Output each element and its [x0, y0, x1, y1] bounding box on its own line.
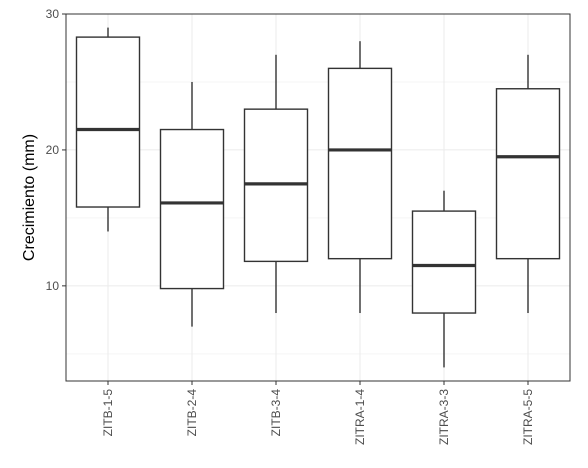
x-tick-label: ZITRA-5-5 — [521, 389, 535, 445]
box-group — [495, 54, 561, 314]
y-axis-title: Crecimiento (mm) — [21, 134, 38, 261]
box-group — [75, 27, 141, 232]
box-group — [327, 41, 393, 314]
box-group — [411, 190, 477, 368]
x-tick-label: ZITB-1-5 — [101, 389, 115, 437]
y-tick-label: 10 — [46, 279, 60, 293]
box-iqr — [159, 128, 225, 290]
box-iqr — [411, 210, 477, 314]
x-tick-label: ZITRA-3-3 — [437, 389, 451, 445]
y-axis: 10 20 30 — [46, 7, 66, 293]
box-iqr — [75, 36, 141, 208]
x-axis: ZITB-1-5 ZITB-2-4 ZITB-3-4 ZITRA-1-4 ZITRA-3… — [101, 381, 535, 445]
x-tick-label: ZITB-2-4 — [185, 389, 199, 437]
box-group — [243, 54, 309, 314]
x-tick-label: ZITB-3-4 — [269, 389, 283, 437]
box-group — [159, 81, 225, 327]
y-tick-label: 30 — [46, 7, 60, 21]
x-tick-label: ZITRA-1-4 — [353, 389, 367, 445]
box-iqr — [327, 67, 393, 260]
panel-border — [65, 13, 571, 382]
box-layer — [75, 27, 561, 368]
y-tick-label: 20 — [46, 143, 60, 157]
box-iqr — [495, 88, 561, 260]
